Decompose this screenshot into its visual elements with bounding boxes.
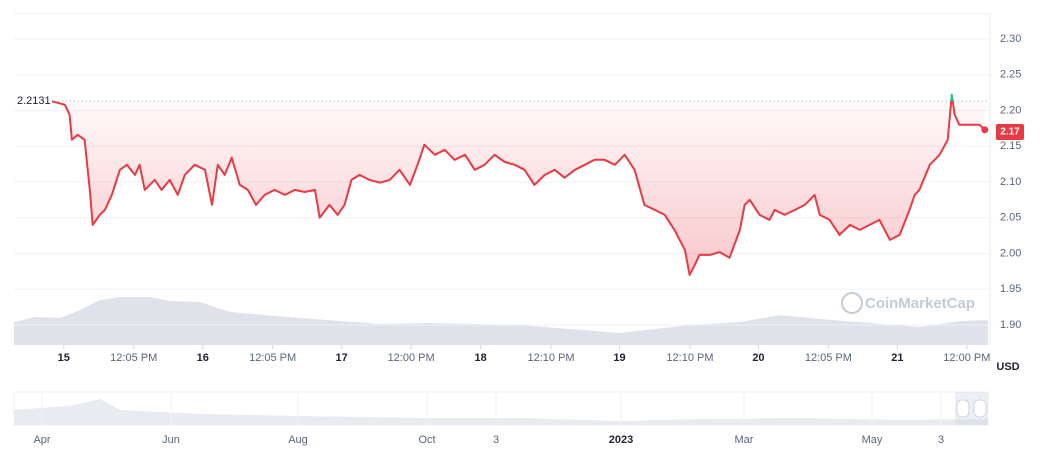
navigator-label: Jun	[162, 434, 180, 446]
navigator-label: Oct	[418, 434, 435, 446]
x-tick-label: 15	[58, 352, 70, 364]
currency-label: USD	[996, 361, 1019, 373]
x-tick-label: 12:05 PM	[805, 352, 852, 364]
x-tick-label: 21	[891, 352, 903, 364]
navigator-label: Mar	[735, 434, 754, 446]
watermark-logo	[841, 292, 863, 314]
volume-silhouette	[14, 297, 988, 345]
watermark: CoinMarketCap	[865, 295, 975, 312]
x-tick-label: 12:10 PM	[666, 352, 713, 364]
navigator-label: 2023	[609, 434, 633, 446]
area-fill	[51, 94, 985, 275]
x-tick-label: 12:10 PM	[527, 352, 574, 364]
navigator-handle[interactable]	[956, 399, 970, 418]
y-tick-label: 2.20	[1000, 104, 1021, 116]
y-tick-label: 1.95	[1000, 283, 1021, 295]
navigator-label: Apr	[33, 434, 50, 446]
x-tick-label: 16	[197, 352, 209, 364]
baseline-label-bg	[14, 94, 52, 109]
x-tick-label: 19	[613, 352, 625, 364]
navigator-label: Aug	[288, 434, 308, 446]
y-tick-label: 1.90	[1000, 319, 1021, 331]
y-tick-label: 2.25	[1000, 69, 1021, 81]
y-tick-label: 2.00	[1000, 247, 1021, 259]
y-tick-label: 2.10	[1000, 176, 1021, 188]
navigator-label: 3	[493, 434, 499, 446]
y-tick-label: 2.15	[1000, 140, 1021, 152]
last-point	[981, 126, 989, 134]
price-badge-label: 2.17	[1000, 127, 1020, 138]
baseline-label: 2.2131	[17, 95, 51, 107]
y-tick-label: 2.05	[1000, 212, 1021, 224]
x-tick-label: 12:05 PM	[249, 352, 296, 364]
x-tick-label: 20	[752, 352, 764, 364]
x-tick-label: 17	[336, 352, 348, 364]
price-line	[51, 93, 986, 276]
navigator-handle[interactable]	[973, 399, 987, 418]
y-tick-label: 2.30	[1000, 33, 1021, 45]
navigator-label: May	[862, 434, 883, 446]
navigator-label: 3	[938, 434, 944, 446]
navigator-area	[14, 399, 988, 425]
x-tick-label: 12:00 PM	[388, 352, 435, 364]
x-tick-label: 12:05 PM	[110, 352, 157, 364]
x-tick-label: 18	[474, 352, 486, 364]
price-badge	[996, 123, 1024, 140]
x-tick-label: 12:00 PM	[943, 352, 990, 364]
